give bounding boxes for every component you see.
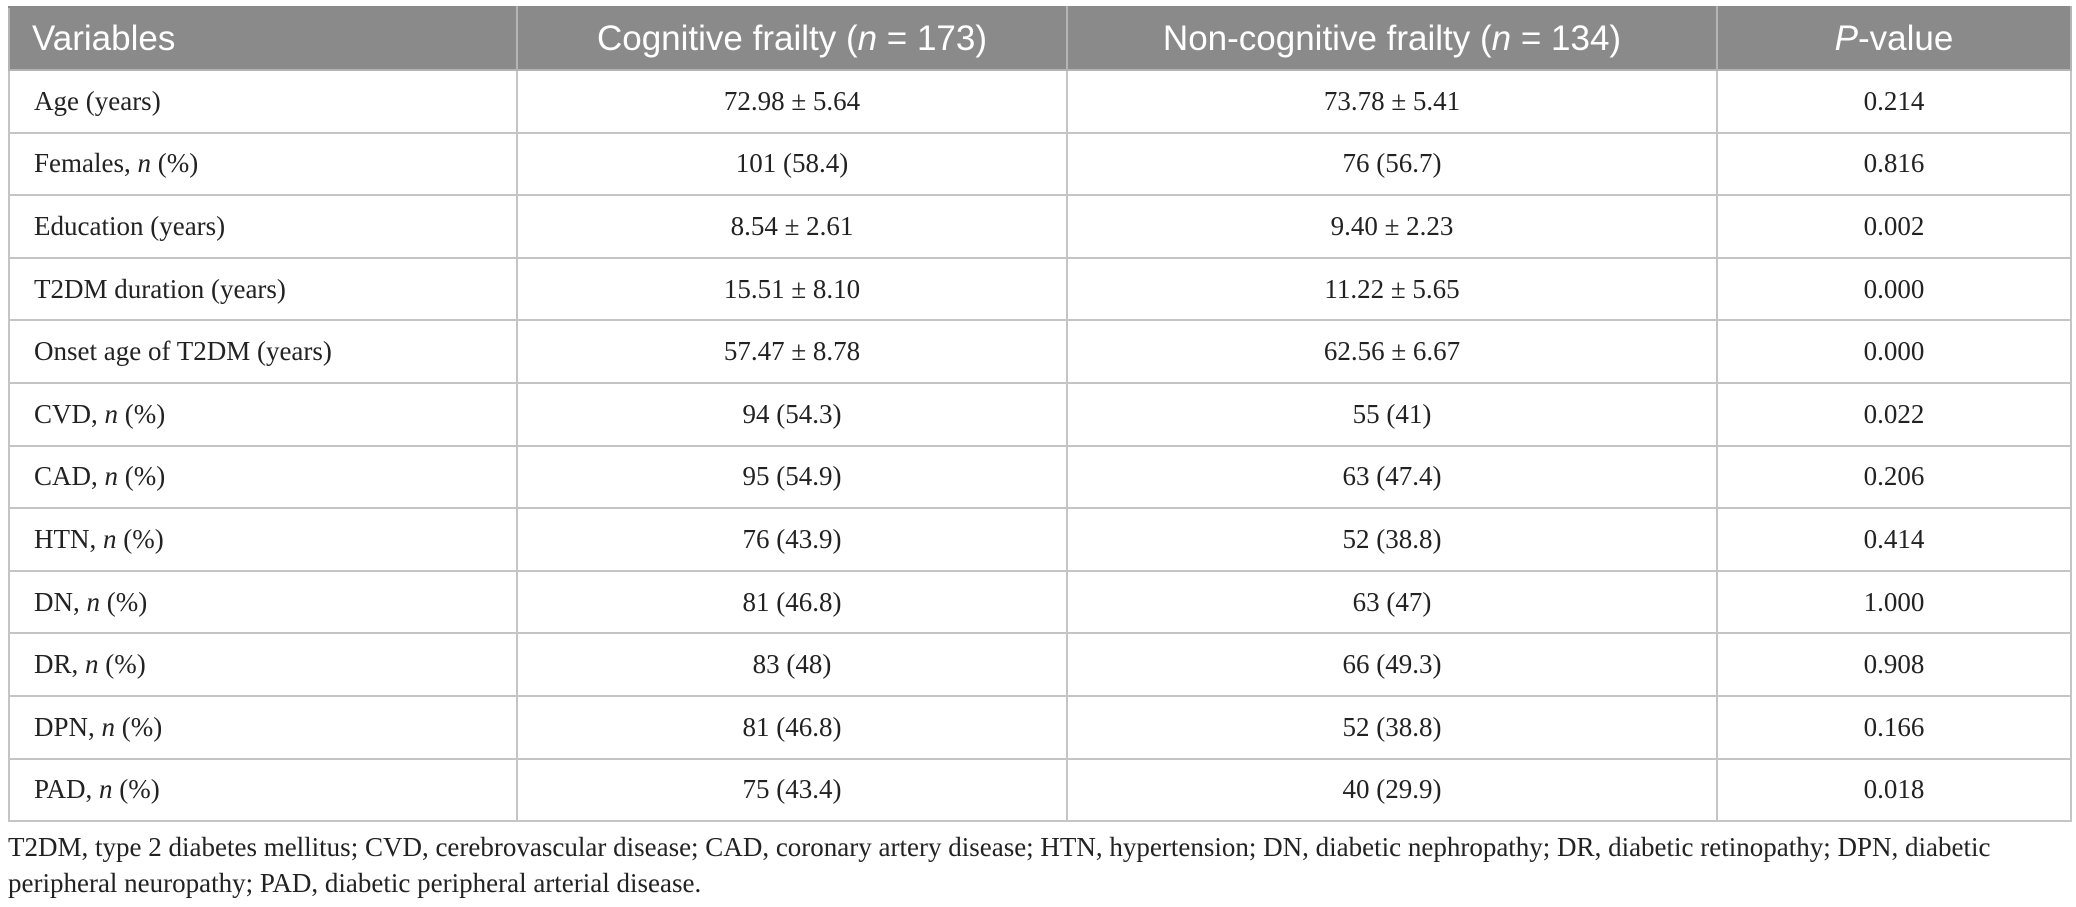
non-cognitive-frailty-value: 40 (29.9) bbox=[1067, 759, 1717, 822]
p-value: 0.414 bbox=[1717, 508, 2071, 571]
cognitive-frailty-value: 101 (58.4) bbox=[517, 133, 1067, 196]
non-cognitive-frailty-value: 62.56 ± 6.67 bbox=[1067, 320, 1717, 383]
cognitive-frailty-value: 83 (48) bbox=[517, 633, 1067, 696]
non-cognitive-frailty-value: 11.22 ± 5.65 bbox=[1067, 258, 1717, 321]
cognitive-frailty-value: 81 (46.8) bbox=[517, 696, 1067, 759]
data-table-container: Variables Cognitive frailty (n = 173) No… bbox=[8, 6, 2070, 822]
cognitive-frailty-value: 95 (54.9) bbox=[517, 446, 1067, 509]
p-value: 0.018 bbox=[1717, 759, 2071, 822]
variable-label: PAD, n (%) bbox=[9, 759, 517, 822]
header-non-cognitive-frailty: Non-cognitive frailty (n = 134) bbox=[1067, 7, 1717, 70]
cognitive-frailty-value: 76 (43.9) bbox=[517, 508, 1067, 571]
cognitive-frailty-value: 94 (54.3) bbox=[517, 383, 1067, 446]
non-cognitive-frailty-value: 9.40 ± 2.23 bbox=[1067, 195, 1717, 258]
p-value: 0.908 bbox=[1717, 633, 2071, 696]
header-row: Variables Cognitive frailty (n = 173) No… bbox=[9, 7, 2071, 70]
cognitive-frailty-value: 15.51 ± 8.10 bbox=[517, 258, 1067, 321]
non-cognitive-frailty-value: 55 (41) bbox=[1067, 383, 1717, 446]
p-value: 0.816 bbox=[1717, 133, 2071, 196]
table-body: Age (years) 72.98 ± 5.64 73.78 ± 5.41 0.… bbox=[9, 70, 2071, 821]
p-value: 0.000 bbox=[1717, 320, 2071, 383]
table-row: Age (years) 72.98 ± 5.64 73.78 ± 5.41 0.… bbox=[9, 70, 2071, 133]
p-value: 0.214 bbox=[1717, 70, 2071, 133]
p-value: 0.000 bbox=[1717, 258, 2071, 321]
variable-label: DPN, n (%) bbox=[9, 696, 517, 759]
cognitive-frailty-value: 81 (46.8) bbox=[517, 571, 1067, 634]
non-cognitive-frailty-value: 73.78 ± 5.41 bbox=[1067, 70, 1717, 133]
comparison-table: Variables Cognitive frailty (n = 173) No… bbox=[8, 6, 2072, 822]
table-row: Onset age of T2DM (years) 57.47 ± 8.78 6… bbox=[9, 320, 2071, 383]
variable-label: Age (years) bbox=[9, 70, 517, 133]
cognitive-frailty-value: 57.47 ± 8.78 bbox=[517, 320, 1067, 383]
table-row: PAD, n (%) 75 (43.4) 40 (29.9) 0.018 bbox=[9, 759, 2071, 822]
p-value: 1.000 bbox=[1717, 571, 2071, 634]
non-cognitive-frailty-value: 66 (49.3) bbox=[1067, 633, 1717, 696]
variable-label: Onset age of T2DM (years) bbox=[9, 320, 517, 383]
variable-label: CVD, n (%) bbox=[9, 383, 517, 446]
header-variables: Variables bbox=[9, 7, 517, 70]
table-footnote: T2DM, type 2 diabetes mellitus; CVD, cer… bbox=[8, 829, 2070, 901]
table-row: T2DM duration (years) 15.51 ± 8.10 11.22… bbox=[9, 258, 2071, 321]
variable-label: Females, n (%) bbox=[9, 133, 517, 196]
table-row: Females, n (%) 101 (58.4) 76 (56.7) 0.81… bbox=[9, 133, 2071, 196]
table-row: CVD, n (%) 94 (54.3) 55 (41) 0.022 bbox=[9, 383, 2071, 446]
table-row: Education (years) 8.54 ± 2.61 9.40 ± 2.2… bbox=[9, 195, 2071, 258]
variable-label: HTN, n (%) bbox=[9, 508, 517, 571]
variable-label: Education (years) bbox=[9, 195, 517, 258]
variable-label: DN, n (%) bbox=[9, 571, 517, 634]
cognitive-frailty-value: 72.98 ± 5.64 bbox=[517, 70, 1067, 133]
non-cognitive-frailty-value: 52 (38.8) bbox=[1067, 508, 1717, 571]
table-row: CAD, n (%) 95 (54.9) 63 (47.4) 0.206 bbox=[9, 446, 2071, 509]
p-value: 0.206 bbox=[1717, 446, 2071, 509]
table-row: DN, n (%) 81 (46.8) 63 (47) 1.000 bbox=[9, 571, 2071, 634]
non-cognitive-frailty-value: 76 (56.7) bbox=[1067, 133, 1717, 196]
variable-label: DR, n (%) bbox=[9, 633, 517, 696]
variable-label: T2DM duration (years) bbox=[9, 258, 517, 321]
header-p-value: P-value bbox=[1717, 7, 2071, 70]
cognitive-frailty-value: 75 (43.4) bbox=[517, 759, 1067, 822]
non-cognitive-frailty-value: 63 (47.4) bbox=[1067, 446, 1717, 509]
table-header: Variables Cognitive frailty (n = 173) No… bbox=[9, 7, 2071, 70]
table-row: HTN, n (%) 76 (43.9) 52 (38.8) 0.414 bbox=[9, 508, 2071, 571]
table-row: DPN, n (%) 81 (46.8) 52 (38.8) 0.166 bbox=[9, 696, 2071, 759]
variable-label: CAD, n (%) bbox=[9, 446, 517, 509]
p-value: 0.166 bbox=[1717, 696, 2071, 759]
table-row: DR, n (%) 83 (48) 66 (49.3) 0.908 bbox=[9, 633, 2071, 696]
header-cognitive-frailty: Cognitive frailty (n = 173) bbox=[517, 7, 1067, 70]
non-cognitive-frailty-value: 52 (38.8) bbox=[1067, 696, 1717, 759]
cognitive-frailty-value: 8.54 ± 2.61 bbox=[517, 195, 1067, 258]
p-value: 0.022 bbox=[1717, 383, 2071, 446]
p-value: 0.002 bbox=[1717, 195, 2071, 258]
non-cognitive-frailty-value: 63 (47) bbox=[1067, 571, 1717, 634]
